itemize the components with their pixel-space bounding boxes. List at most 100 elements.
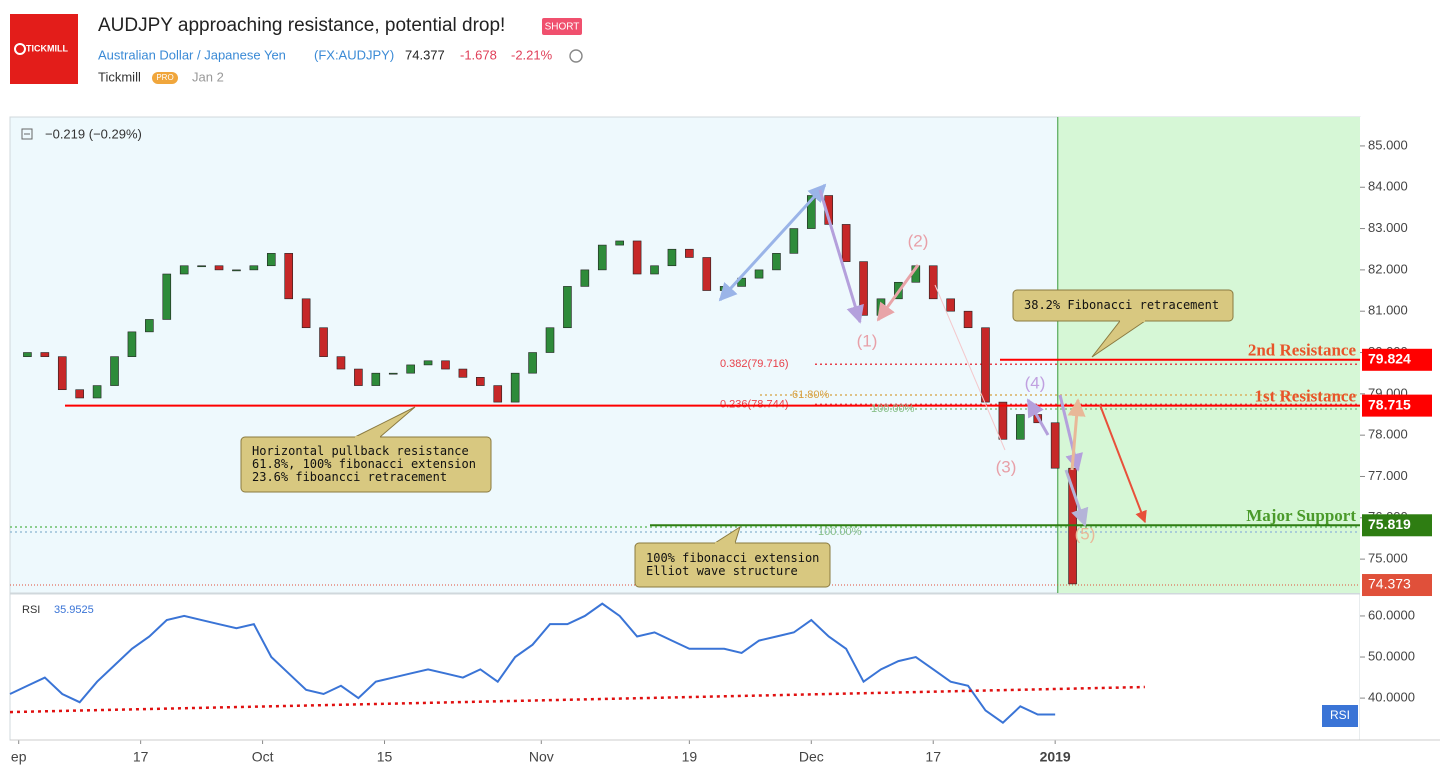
callout-text: 61.8%, 100% fibonacci extension [252,457,476,471]
candle [249,265,259,271]
title: AUDJPY approaching resistance, potential… [98,15,505,36]
time-tick-label: 2019 [1040,749,1071,765]
arrow [718,183,827,302]
wave-label: (4) [1025,373,1046,392]
candle [319,327,328,357]
time-tick-label: Dec [799,749,824,765]
wave-label: (3) [996,457,1017,476]
fib-text: 61.80% [792,389,830,401]
arrows [718,183,1147,527]
logo-text: TICKMILL [26,43,68,53]
candle [597,244,607,271]
collapse-icon[interactable] [21,128,33,140]
level-price-box [1362,514,1432,537]
candle [476,377,485,386]
rsi-trendline [9,685,1145,714]
candle [406,364,415,374]
level-price: 78.715 [1368,396,1411,412]
arrow [1026,398,1050,436]
candle [754,269,764,279]
candle [1016,414,1025,440]
wave-label: (2) [908,231,929,250]
candle [702,257,712,291]
time-tick-label: Nov [529,749,554,765]
callout-text: 100% fibonacci extension [646,551,819,565]
time-tick-label: ep [11,749,27,765]
candle [719,286,729,291]
candle [632,240,642,275]
level-price-box [1362,394,1432,417]
candle [110,356,119,386]
candle [232,269,241,272]
level-price-box [1362,348,1432,371]
candle [458,368,468,378]
header: TICKMILL AUDJPY approaching resistance, … [10,14,583,84]
wave-label: (1) [857,331,878,350]
candle [772,253,781,271]
callout-text: Elliot wave structure [646,564,798,578]
arrow [1067,398,1086,471]
candle [145,319,154,333]
candle [580,269,590,287]
candle [127,331,137,357]
rsi-name: RSI [22,604,40,616]
rsi-tick-label: 60.0000 [1368,607,1415,622]
candle [963,310,973,329]
candle [615,240,624,246]
price-tick-label: 75.000 [1368,551,1408,566]
candle [981,327,990,403]
pro-badge [152,72,178,84]
author[interactable]: Tickmill [98,69,141,84]
time-tick-label: 17 [925,749,941,765]
candle [1050,422,1060,469]
candle [563,286,572,329]
wave-label: (5) [1075,524,1096,543]
candle [40,352,50,357]
candle [510,372,520,403]
alarm-icon[interactable] [569,49,583,63]
level-label: 2nd Resistance [1248,341,1357,360]
badge-text: SHORT [545,22,580,33]
callout-text: 38.2% Fibonacci retracement [1024,298,1219,312]
candle [162,273,172,320]
fib-text: 100.00% [871,403,915,415]
candle [57,356,67,391]
price-tick-label: 85.000 [1368,137,1408,152]
candle [214,265,224,271]
candle [667,248,677,267]
time-tick-label: 15 [377,749,393,765]
level-price: 75.819 [1368,516,1411,532]
candle [859,261,868,316]
rsi-last: 35.9525 [54,604,94,616]
rsi-badge [1322,705,1358,727]
legend: −0.219 (−0.29%) [45,126,142,141]
candle [92,385,102,399]
time-tick-label: 19 [682,749,698,765]
candle [650,265,659,275]
level-label: 1st Resistance [1254,387,1356,406]
level-price: 79.824 [1368,350,1411,366]
time-tick-label: 17 [133,749,149,765]
arrow [876,264,920,322]
candle [179,265,189,275]
candle [841,224,851,262]
symbol[interactable]: (FX:AUDJPY) [314,47,394,62]
candle [946,298,955,312]
fib-level-label: 0.236(78.744) [720,398,789,410]
price-tick-label: 77.000 [1368,468,1408,483]
change: -1.678 [460,47,497,62]
candle [441,360,450,370]
candle [789,228,799,254]
candle [545,327,555,353]
date: Jan 2 [192,69,224,84]
logo [10,14,78,84]
fib-text: 100.00% [818,526,862,538]
candle [336,356,346,370]
callout-text: 23.6% fiboancci retracement [252,470,447,484]
instrument[interactable]: Australian Dollar / Japanese Yen [98,47,286,62]
chart: 75.00076.00077.00078.00079.00080.00081.0… [9,116,1440,765]
price-tick-label: 83.000 [1368,220,1408,235]
candle [75,389,84,399]
rsi-pane [9,593,1361,741]
